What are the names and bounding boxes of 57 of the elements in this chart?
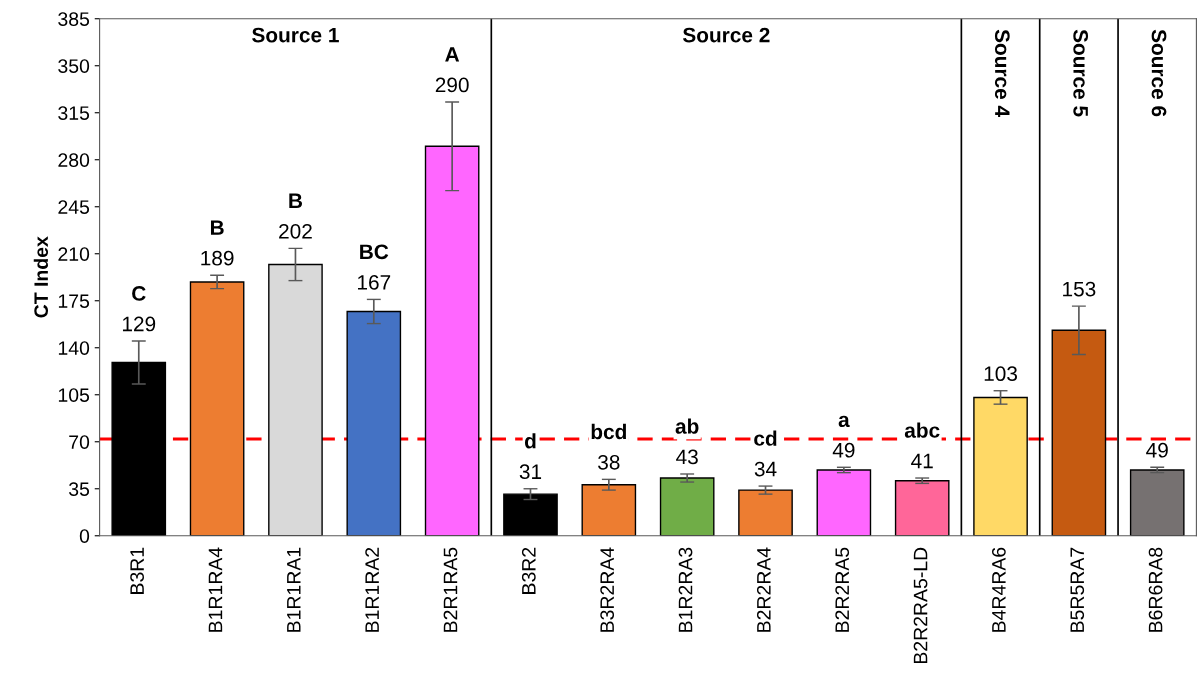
y-tick-label: 245 — [58, 200, 90, 214]
annotation: B — [210, 220, 224, 235]
x-tick-label: B2R1RA5 — [443, 547, 458, 632]
data-label: 41 — [911, 453, 933, 469]
annotation: ab — [675, 418, 699, 434]
x-tick-label: B4R4RA6 — [991, 547, 1006, 632]
data-label: 167 — [358, 274, 391, 290]
data-label: 103 — [984, 366, 1018, 382]
y-axis-title: CT Index — [33, 236, 49, 318]
data-label: 38 — [598, 454, 620, 470]
x-tick-label: B1R2RA3 — [678, 547, 693, 632]
x-tick-label: B1R1RA4 — [208, 547, 223, 632]
x-tick-label: B5R5RA7 — [1070, 547, 1085, 632]
y-tick-label: 385 — [58, 12, 90, 26]
annotation: abc — [904, 422, 940, 438]
y-tick-label: 315 — [58, 106, 90, 120]
annotation: BC — [360, 244, 389, 260]
y-tick-label: 0 — [79, 529, 90, 544]
data-label: 129 — [122, 316, 156, 332]
x-tick-label: B6R6RA8 — [1148, 547, 1163, 632]
y-tick-label: 210 — [58, 247, 90, 261]
y-tick-label: 35 — [68, 482, 90, 496]
data-label: 290 — [435, 77, 469, 93]
annotation: a — [838, 415, 850, 428]
annotation: Source 5 — [1073, 29, 1089, 117]
x-tick-label: B2R2RA5 — [835, 547, 850, 632]
data-label: 153 — [1063, 281, 1096, 297]
data-label: 34 — [754, 461, 777, 477]
y-tick-label: 105 — [58, 388, 90, 402]
annotation: bcd — [591, 423, 626, 440]
y-tick-label: 280 — [58, 153, 90, 167]
data-label: 189 — [201, 250, 234, 266]
annotation: A — [445, 47, 460, 62]
annotation: Source 2 — [682, 27, 770, 43]
x-tick-label: B1R1RA2 — [365, 547, 379, 632]
data-label: 202 — [279, 223, 312, 239]
x-tick-label: B1R1RA1 — [287, 547, 301, 632]
x-tick-label: B2R2RA5-LD — [913, 547, 928, 664]
x-tick-label: B2R2RA4 — [756, 547, 771, 632]
annotation: d — [524, 433, 536, 449]
data-label: 49 — [1146, 442, 1168, 458]
annotation: B — [289, 193, 303, 208]
annotation: C — [132, 286, 146, 301]
y-tick-label: 140 — [58, 341, 90, 355]
x-tick-label: B3R2 — [521, 547, 536, 594]
data-label: 49 — [832, 442, 855, 458]
annotation: Source 6 — [1151, 29, 1167, 117]
annotation: cd — [754, 430, 777, 446]
y-tick-label: 175 — [58, 294, 90, 308]
annotation: Source 4 — [994, 29, 1010, 117]
y-tick-label: 350 — [58, 59, 90, 73]
x-tick-label: B3R1 — [130, 547, 144, 594]
x-tick-label: B3R2RA4 — [600, 547, 615, 632]
y-tick-label: 70 — [69, 435, 90, 449]
annotation: Source 1 — [252, 27, 339, 43]
data-label: 31 — [519, 464, 542, 480]
data-label: 43 — [676, 449, 698, 465]
